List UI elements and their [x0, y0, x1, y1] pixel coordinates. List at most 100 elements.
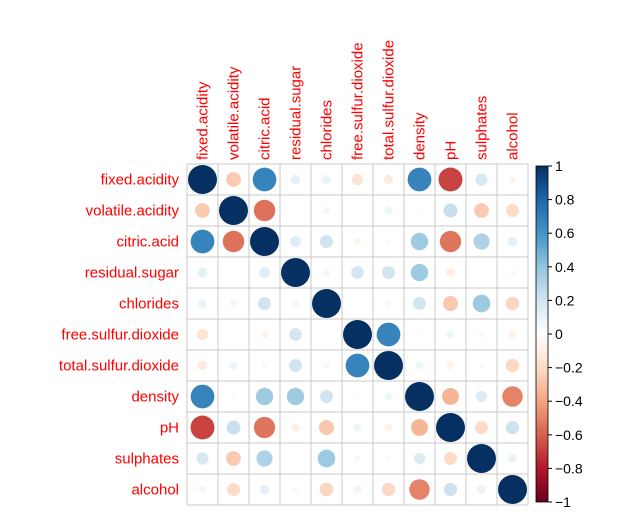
correlation-circle: [356, 209, 359, 212]
correlation-circle: [405, 382, 434, 411]
column-label: chlorides: [319, 100, 336, 160]
correlation-circle: [442, 388, 459, 405]
correlation-circle: [442, 295, 459, 312]
correlation-circle: [289, 359, 302, 372]
correlation-circle: [417, 208, 422, 213]
correlation-circle: [198, 485, 207, 494]
legend-tick-label: −0.6: [555, 427, 583, 443]
correlation-circle: [345, 353, 370, 378]
correlation-circle: [286, 387, 305, 406]
correlation-circle: [480, 271, 483, 274]
correlation-circle: [259, 484, 270, 495]
correlation-circle: [498, 475, 527, 504]
correlation-circle: [381, 482, 396, 497]
row-label: density: [131, 389, 179, 406]
legend-tick-label: 0.4: [555, 259, 575, 275]
correlation-circle: [294, 457, 297, 460]
correlation-circle: [467, 444, 496, 473]
correlation-circle: [356, 302, 359, 305]
correlation-circle: [507, 236, 518, 247]
correlation-circle: [226, 172, 241, 187]
correlation-circle: [198, 299, 207, 308]
legend-tick-label: 0.8: [555, 192, 575, 208]
legend-tick-label: 1: [555, 158, 563, 174]
correlation-circle: [508, 175, 517, 184]
column-label: fixed.acidity: [195, 81, 212, 160]
correlation-circle: [475, 421, 488, 434]
correlation-circle: [290, 236, 301, 247]
correlation-circle: [384, 392, 393, 401]
correlation-circle: [260, 330, 269, 339]
correlation-circle: [415, 361, 424, 370]
correlation-circle: [374, 351, 403, 380]
correlation-circle: [474, 203, 489, 218]
correlation-circle: [292, 486, 299, 493]
row-label: total.sulfur.dioxide: [59, 358, 179, 375]
correlation-circle: [353, 423, 362, 432]
correlation-circle: [385, 238, 392, 245]
correlation-circle: [477, 485, 486, 494]
correlation-circle: [258, 297, 271, 310]
correlation-circle: [355, 394, 360, 399]
correlation-circle: [195, 203, 210, 218]
correlation-circle: [325, 333, 328, 336]
row-label: free.sulfur.dioxide: [61, 327, 179, 344]
correlation-circle: [226, 451, 241, 466]
grid-layer: [186, 163, 529, 506]
correlation-circle: [289, 328, 302, 341]
correlation-circle: [473, 233, 490, 250]
correlation-circle: [252, 167, 277, 192]
correlation-circle: [312, 289, 341, 318]
correlation-circle: [320, 390, 333, 403]
correlation-circle: [417, 332, 422, 337]
correlation-circle: [446, 361, 455, 370]
correlation-circle: [409, 479, 430, 500]
correlation-circle: [291, 299, 300, 308]
row-label: sulphates: [115, 451, 179, 468]
correlation-circle: [281, 258, 310, 287]
legend-colorbar: [535, 165, 549, 503]
correlation-circle: [446, 268, 455, 277]
correlation-circle: [253, 416, 276, 439]
column-label: volatile.acidity: [226, 66, 243, 160]
correlation-circle: [410, 232, 429, 251]
correlation-circle: [322, 268, 331, 277]
correlation-circle: [505, 296, 520, 311]
correlation-circle: [190, 229, 215, 254]
correlation-circle: [407, 167, 432, 192]
correlation-circle: [436, 413, 465, 442]
correlation-circle: [508, 454, 517, 463]
correlation-circle: [351, 173, 364, 186]
correlation-circle: [222, 230, 245, 253]
correlation-circle: [343, 320, 372, 349]
column-label: sulphates: [474, 96, 491, 160]
row-labels: fixed.acidity volatile.acidity citric.acid…: [59, 172, 180, 499]
correlation-circle: [229, 299, 238, 308]
correlation-circle: [219, 196, 248, 225]
correlation-circle: [196, 328, 209, 341]
row-label: citric.acid: [116, 234, 179, 251]
correlation-circle: [475, 390, 488, 403]
row-label: volatile.acidity: [86, 203, 180, 220]
correlation-circle: [197, 267, 208, 278]
correlation-circle: [261, 362, 268, 369]
legend-tick-label: −0.4: [555, 393, 583, 409]
correlation-circle: [290, 174, 301, 185]
row-label: pH: [160, 420, 179, 437]
correlation-circle: [196, 452, 209, 465]
correlation-circle: [413, 452, 426, 465]
correlation-circle: [351, 266, 364, 279]
correlation-circle: [320, 235, 333, 248]
correlation-circle: [439, 230, 462, 253]
correlation-circle: [382, 266, 395, 279]
correlation-circle: [354, 455, 361, 462]
correlation-circle: [509, 269, 516, 276]
correlation-circle: [446, 330, 455, 339]
column-label: citric.acid: [257, 97, 274, 160]
column-label: alcohol: [505, 112, 522, 160]
circle-layer: [188, 165, 527, 504]
correlation-circle: [323, 362, 330, 369]
correlation-circle: [353, 485, 362, 494]
correlation-circle: [438, 167, 463, 192]
